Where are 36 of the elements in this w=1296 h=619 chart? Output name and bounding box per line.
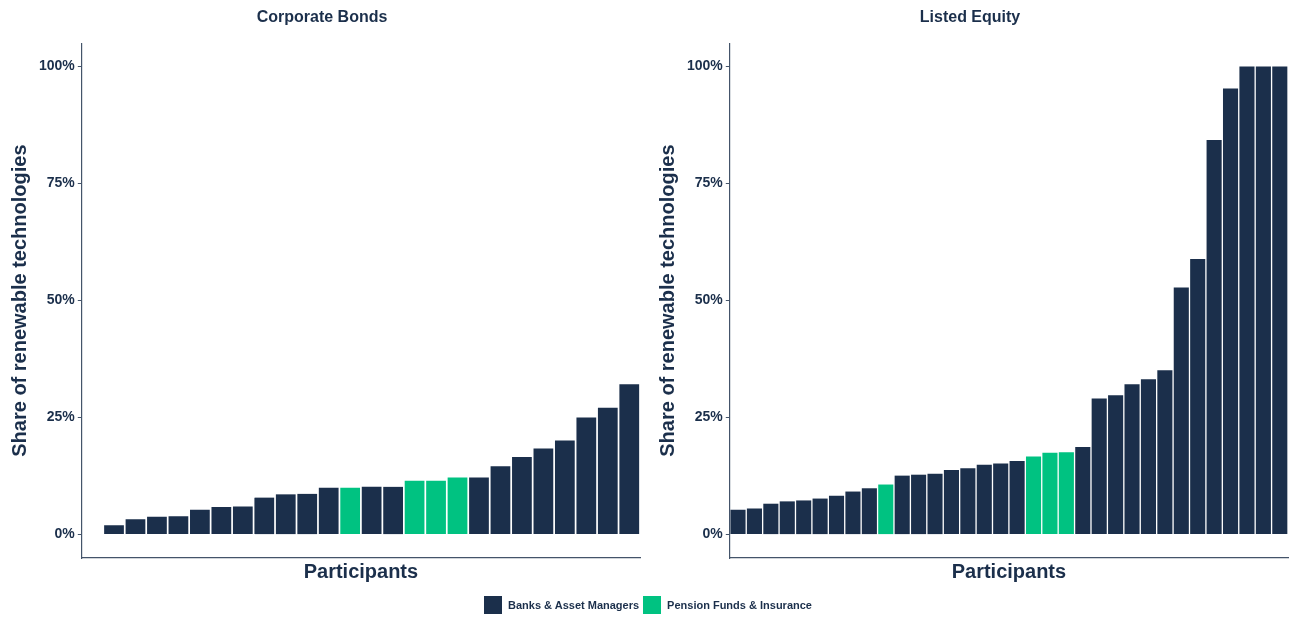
bar [147,516,167,535]
bar [512,456,532,535]
legend-label: Banks & Asset Managers [508,599,640,611]
bar [1075,447,1091,535]
bar [318,487,339,535]
bar [340,487,361,535]
y-tick-label: 75% [694,174,724,191]
chart-title: Listed Equity [919,8,1021,26]
bar [861,488,877,535]
bar [447,477,468,535]
bar [1058,452,1074,535]
legend-label: Pension Funds & Insurance [667,599,812,611]
y-tick-label: 50% [46,291,76,308]
bar [469,477,489,535]
y-tick-label: 25% [46,408,76,425]
bar [490,466,511,535]
x-axis-title: Participants [303,559,419,582]
bar [404,480,425,535]
y-tick-label: 0% [702,525,724,542]
y-tick-label: 0% [54,525,76,542]
bar [104,525,124,535]
y-tick-label: 75% [46,174,76,191]
y-tick-label: 100% [38,57,76,74]
y-axis-title: Share of renewable technologies [655,144,678,457]
chart-title: Corporate Bonds [256,8,388,26]
y-tick-label: 100% [686,57,724,74]
bar [533,448,554,535]
bar [878,484,894,535]
y-tick-label: 50% [694,291,724,308]
x-axis-title: Participants [951,559,1067,582]
bar [168,516,189,535]
bar [125,519,146,535]
y-axis-title: Share of renewable technologies [7,144,30,457]
bar [426,480,446,535]
bar [1009,461,1025,535]
y-tick-label: 25% [694,408,724,425]
